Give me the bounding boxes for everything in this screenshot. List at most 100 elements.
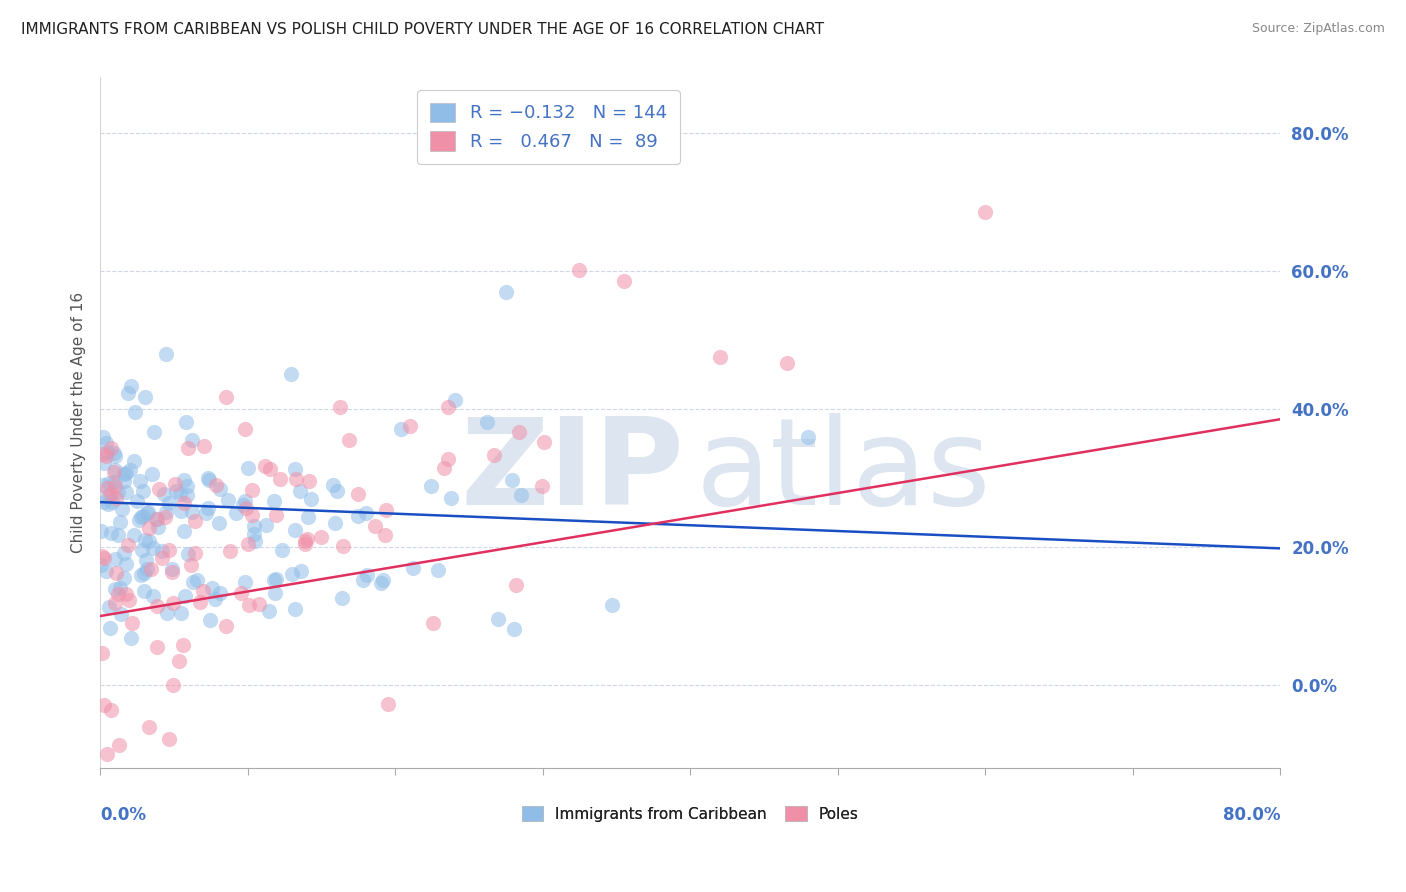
Point: [420, 479, 443, 493]
Point: [115, 557, 138, 571]
Point: [104, 491, 127, 506]
Point: [176, 415, 198, 429]
Point: [263, 586, 285, 600]
Point: [180, 558, 202, 572]
Point: [288, 483, 311, 498]
Point: [444, 393, 467, 408]
Point: [141, 562, 163, 576]
Point: [240, 508, 263, 523]
Point: [115, 466, 138, 480]
Point: [91, 478, 114, 492]
Point: [437, 451, 460, 466]
Point: [208, 482, 231, 496]
Point: [122, 527, 145, 541]
Point: [107, 738, 129, 752]
Point: [96, 482, 118, 496]
Point: [309, 530, 332, 544]
Point: [215, 390, 238, 404]
Point: [240, 483, 263, 498]
Point: [162, 596, 184, 610]
Point: [129, 567, 152, 582]
Point: [613, 274, 636, 288]
Point: [290, 564, 312, 578]
Point: [112, 546, 135, 560]
Point: [233, 494, 256, 508]
Point: [533, 435, 555, 450]
Point: [145, 512, 167, 526]
Text: IMMIGRANTS FROM CARIBBEAN VS POLISH CHILD POVERTY UNDER THE AGE OF 16 CORRELATIO: IMMIGRANTS FROM CARIBBEAN VS POLISH CHIL…: [21, 22, 824, 37]
Point: [91, 446, 114, 460]
Point: [156, 607, 179, 621]
Point: [197, 473, 219, 487]
Point: [568, 263, 591, 277]
Point: [96, 449, 118, 463]
Point: [373, 573, 395, 587]
Point: [253, 459, 276, 474]
Point: [112, 467, 135, 482]
Point: [155, 346, 177, 360]
Point: [160, 565, 183, 579]
Point: [186, 573, 208, 587]
Point: [177, 442, 200, 456]
Text: 80.0%: 80.0%: [1223, 805, 1279, 823]
Point: [247, 597, 270, 611]
Point: [205, 477, 228, 491]
Point: [150, 550, 173, 565]
Point: [135, 562, 157, 576]
Point: [129, 510, 152, 524]
Point: [440, 491, 463, 505]
Point: [501, 473, 523, 487]
Point: [356, 568, 378, 582]
Point: [110, 607, 132, 621]
Point: [329, 400, 352, 414]
Point: [245, 533, 267, 548]
Point: [233, 422, 256, 436]
Point: [177, 547, 200, 561]
Point: [181, 434, 204, 448]
Point: [197, 501, 219, 516]
Point: [201, 581, 224, 595]
Point: [153, 510, 176, 524]
Point: [531, 479, 554, 493]
Point: [281, 566, 304, 581]
Point: [107, 586, 129, 600]
Point: [152, 544, 174, 558]
Point: [165, 484, 187, 499]
Point: [323, 516, 346, 530]
Point: [294, 537, 316, 551]
Point: [422, 615, 444, 630]
Point: [148, 520, 170, 534]
Point: [103, 446, 125, 460]
Point: [157, 496, 180, 510]
Point: [160, 562, 183, 576]
Point: [776, 356, 799, 370]
Point: [215, 619, 238, 633]
Point: [146, 640, 169, 654]
Point: [101, 495, 124, 509]
Point: [94, 564, 117, 578]
Point: [174, 589, 197, 603]
Point: [91, 646, 114, 660]
Point: [402, 561, 425, 575]
Point: [231, 586, 253, 600]
Point: [93, 551, 115, 566]
Point: [285, 472, 308, 486]
Point: [120, 632, 142, 646]
Point: [167, 654, 190, 668]
Point: [162, 678, 184, 692]
Point: [97, 497, 120, 511]
Point: [298, 474, 321, 488]
Point: [352, 573, 374, 587]
Point: [146, 512, 169, 526]
Point: [299, 492, 322, 507]
Point: [124, 405, 146, 419]
Point: [284, 462, 307, 476]
Point: [157, 543, 180, 558]
Point: [225, 507, 247, 521]
Point: [236, 537, 259, 551]
Point: [347, 487, 370, 501]
Point: [243, 526, 266, 541]
Point: [142, 589, 165, 603]
Point: [322, 478, 344, 492]
Point: [98, 600, 121, 615]
